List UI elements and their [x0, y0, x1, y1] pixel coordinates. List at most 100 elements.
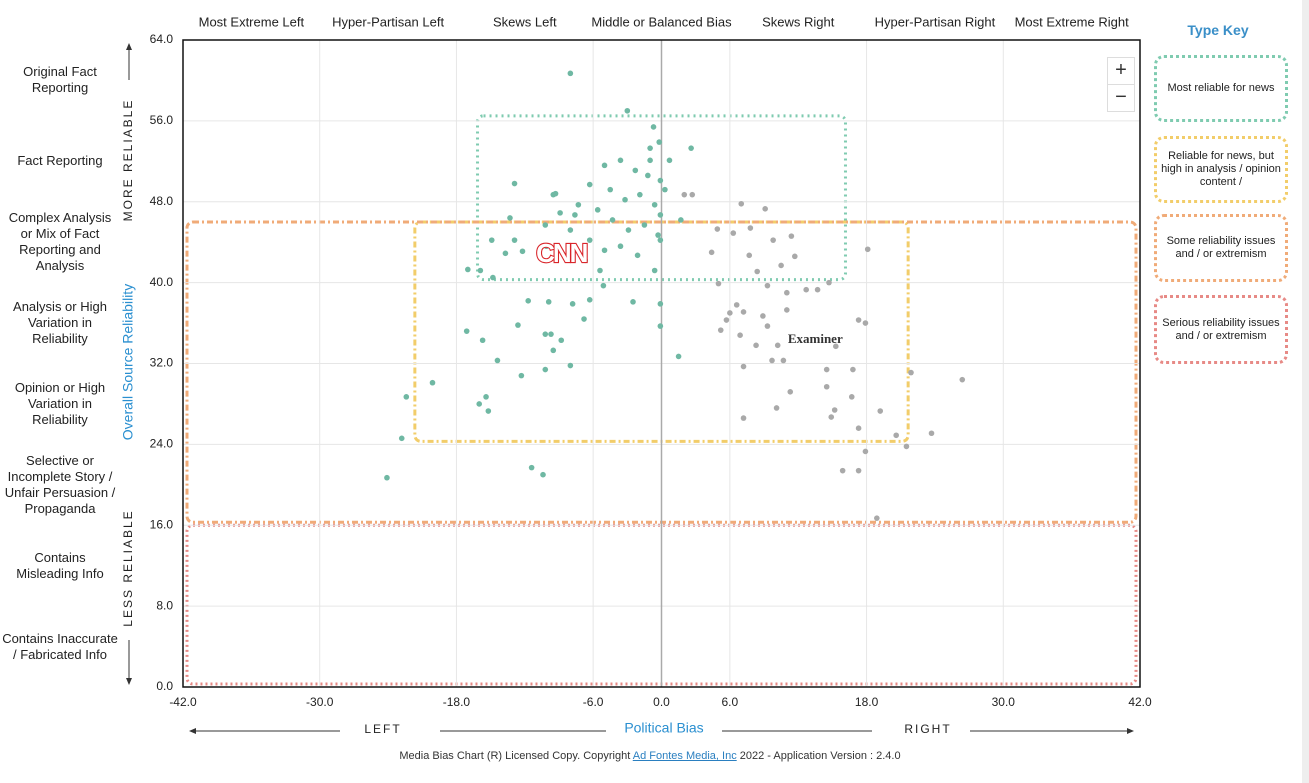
point	[764, 323, 771, 329]
point	[828, 414, 835, 420]
point	[572, 212, 578, 218]
point	[601, 162, 608, 169]
y-axis-title: Overall Source Reliability	[120, 284, 136, 440]
y-tick-label: 64.0	[150, 32, 174, 46]
point	[511, 237, 518, 243]
point	[550, 347, 557, 354]
point	[600, 282, 607, 289]
left-label: LEFT	[364, 722, 401, 736]
zoom-out[interactable]: −	[1107, 84, 1135, 112]
plot-frame	[182, 39, 1141, 688]
type-key-entry: Some reliability issues and / or extremi…	[1154, 214, 1288, 282]
point	[488, 237, 495, 243]
point	[657, 323, 664, 329]
point	[740, 363, 747, 370]
point	[848, 394, 855, 400]
x-tick-label: 30.0	[992, 695, 1016, 709]
point	[678, 217, 684, 223]
point	[657, 301, 664, 307]
point	[567, 362, 574, 369]
point	[485, 408, 492, 414]
point	[862, 320, 869, 326]
point	[490, 274, 496, 281]
region	[476, 114, 847, 282]
point	[826, 279, 832, 286]
less-reliable: LESS RELIABLE	[121, 509, 135, 626]
point	[429, 379, 436, 386]
point	[403, 394, 410, 400]
point	[557, 210, 563, 216]
bias-category: Skews Left	[493, 14, 557, 29]
y-tick-label: 16.0	[150, 517, 174, 531]
point	[525, 298, 532, 304]
point	[637, 191, 643, 198]
zoom-in[interactable]: +	[1107, 57, 1135, 85]
point	[760, 313, 766, 319]
point	[398, 435, 405, 442]
footer: Media Bias Chart (R) Licensed Copy. Copy…	[0, 750, 1300, 762]
point	[740, 309, 747, 315]
point	[609, 217, 616, 223]
x-tick-label: -30.0	[306, 695, 334, 709]
reliability-category: Original Fact Reporting	[23, 64, 97, 96]
bias-category: Most Extreme Left	[199, 14, 305, 29]
x-tick-label: 0.0	[653, 695, 670, 709]
point	[893, 432, 899, 439]
bias-category: Skews Right	[762, 14, 835, 29]
reliability-category: Opinion or High Variation in Reliability	[14, 379, 106, 427]
point	[833, 343, 839, 350]
reliability-category: Contains Inaccurate / Fabricated Info	[2, 630, 118, 662]
point	[746, 252, 753, 259]
point	[715, 280, 722, 287]
point	[689, 191, 696, 198]
type-key-entry: Most reliable for news	[1154, 55, 1288, 122]
point	[714, 226, 721, 232]
point	[839, 467, 846, 474]
grid	[182, 39, 1141, 688]
point	[586, 297, 593, 303]
point	[740, 415, 747, 421]
point	[803, 286, 809, 293]
point	[575, 201, 582, 208]
point	[733, 302, 740, 308]
point	[831, 407, 838, 413]
point	[597, 267, 603, 274]
y-tick-label: 56.0	[150, 113, 174, 127]
bias-category: Middle or Balanced Bias	[591, 14, 732, 29]
point	[542, 222, 549, 228]
x-tick-label: 6.0	[722, 695, 739, 709]
footer-text: Media Bias Chart (R) Licensed Copy. Copy…	[399, 750, 631, 762]
point	[543, 243, 550, 250]
point	[581, 316, 587, 322]
point	[545, 299, 552, 305]
x-axis-title: Political Bias	[624, 720, 703, 736]
point	[862, 448, 869, 455]
point	[903, 443, 910, 450]
point	[617, 243, 624, 250]
footer-link[interactable]: Ad Fontes Media, Inc	[632, 750, 737, 762]
point	[727, 310, 733, 316]
point	[582, 257, 588, 264]
y-tick-label: 24.0	[150, 437, 174, 451]
point	[737, 332, 743, 338]
point	[624, 107, 631, 114]
point	[738, 200, 745, 207]
point	[601, 247, 608, 254]
point	[747, 225, 754, 231]
point	[632, 167, 639, 174]
point	[519, 248, 526, 255]
point	[542, 331, 549, 337]
point	[647, 157, 653, 164]
point	[778, 262, 784, 269]
point	[928, 430, 935, 437]
point	[476, 401, 483, 407]
source-logo: Examiner	[788, 331, 843, 346]
reliability-category: Contains Misleading Info	[16, 549, 104, 581]
reliability-category: Complex Analysis or Mix of Fact Reportin…	[8, 210, 112, 274]
x-tick-label: -6.0	[583, 695, 604, 709]
point	[542, 366, 549, 373]
footer-text: 2022 - Application Version : 2.4.0	[739, 750, 901, 762]
scrollbar[interactable]	[1302, 0, 1309, 783]
point	[567, 227, 574, 233]
